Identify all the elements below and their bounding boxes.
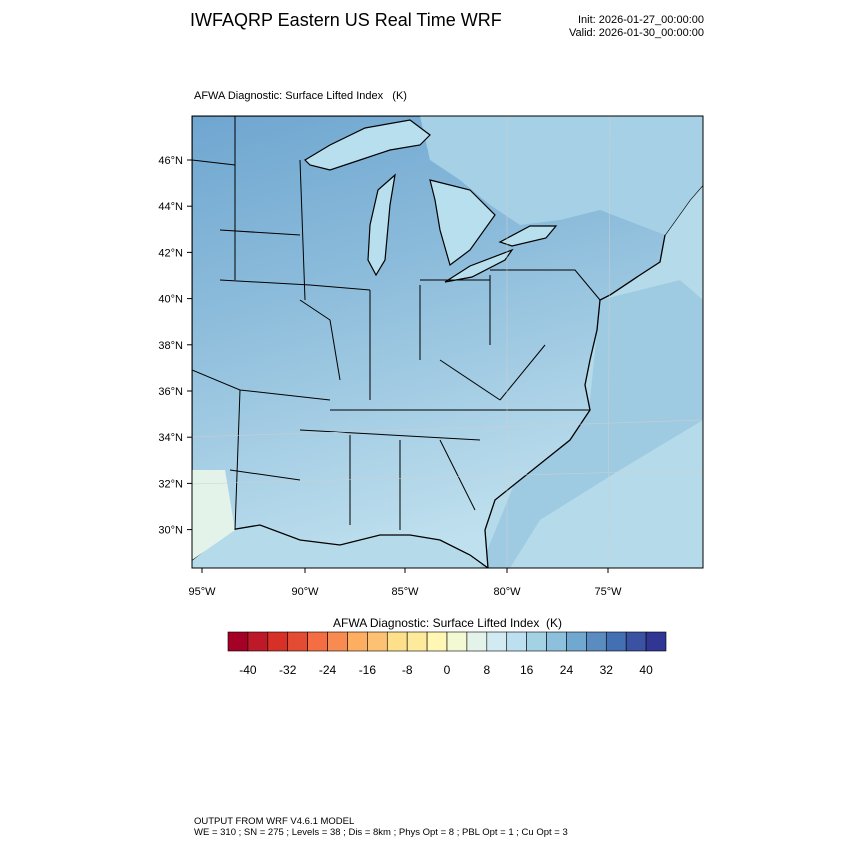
colorbar-label: -16 (359, 663, 377, 677)
lon-tick-label: 95°W (188, 586, 216, 598)
time-info: Init: 2026-01-27_00:00:00 Valid: 2026-01… (569, 14, 704, 40)
model-info: OUTPUT FROM WRF V4.6.1 MODEL WE = 310 ; … (194, 816, 568, 838)
colorbar-label: -24 (319, 663, 337, 677)
lat-tick-label: 46°N (158, 155, 183, 167)
colorbar-label: 24 (560, 663, 574, 677)
colorbar-swatch (446, 631, 468, 652)
colorbar-label: 32 (600, 663, 614, 677)
colorbar-label: -8 (402, 663, 413, 677)
lat-tick-label: 36°N (158, 386, 183, 398)
colorbar-swatch (586, 631, 607, 652)
lat-tick-label: 42°N (158, 247, 183, 259)
colorbar: -40 -32 -24 -16 -8 0 8 16 24 32 40 (227, 631, 667, 677)
lake-erie (444, 248, 514, 283)
lake-huron (429, 179, 496, 267)
field-label: AFWA Diagnostic: Surface Lifted Index (K… (194, 90, 407, 102)
colorbar-swatch (227, 631, 249, 652)
colorbar-swatch (367, 631, 388, 652)
colorbar-swatch (426, 631, 448, 652)
lon-tick-label: 90°W (291, 586, 319, 598)
lake-ontario (498, 225, 558, 247)
longitude-ticks: 95°W 90°W 85°W 80°W 75°W (188, 568, 622, 598)
model-config: WE = 310 ; SN = 275 ; Levels = 38 ; Dis … (194, 827, 568, 838)
colorbar-swatch (625, 631, 647, 652)
colorbar-swatch (506, 631, 527, 652)
colorbar-swatch (267, 631, 289, 652)
colorbar-label: 8 (483, 663, 490, 677)
lat-tick-label: 44°N (158, 201, 183, 213)
lat-tick-label: 40°N (158, 294, 183, 306)
valid-time: Valid: 2026-01-30_00:00:00 (569, 27, 704, 39)
colorbar-swatch (546, 631, 567, 652)
colorbar-label: 0 (444, 663, 451, 677)
model-version: OUTPUT FROM WRF V4.6.1 MODEL (194, 816, 355, 827)
colorbar-swatch (605, 631, 627, 652)
colorbar-label: 40 (639, 663, 653, 677)
lat-tick-label: 32°N (158, 478, 183, 490)
colorbar-swatch (566, 631, 587, 652)
colorbar-title: AFWA Diagnostic: Surface Lifted Index (K… (333, 616, 562, 630)
map-frame (191, 115, 704, 569)
colorbar-label: 16 (520, 663, 534, 677)
colorbar-swatch (466, 631, 488, 652)
lon-tick-label: 80°W (493, 586, 521, 598)
init-time: Init: 2026-01-27_00:00:00 (578, 14, 704, 26)
colorbar-swatch (247, 631, 269, 652)
colorbar-swatch (486, 631, 508, 652)
colorbar-label: -32 (279, 663, 297, 677)
ocean-band (480, 280, 703, 568)
lake-michigan (367, 173, 396, 277)
plot-title: IWFAQRP Eastern US Real Time WRF (190, 10, 502, 30)
state-borders (192, 116, 601, 531)
colorbar-label: -40 (239, 663, 257, 677)
graticule (192, 116, 703, 568)
colorbar-swatch (347, 631, 368, 652)
colorbar-swatch (386, 631, 408, 652)
lon-tick-label: 85°W (391, 586, 419, 598)
land (192, 116, 703, 568)
lat-tick-label: 34°N (158, 432, 183, 444)
latitude-ticks: 46°N 44°N 42°N 40°N 38°N 36°N 34°N 32°N 30°N (158, 155, 192, 537)
southwest-warm-region (192, 470, 235, 560)
canada-region (420, 116, 703, 235)
colorbar-swatch (307, 631, 328, 652)
colorbar-swatch (526, 631, 547, 652)
lat-tick-label: 38°N (158, 340, 183, 352)
colorbar-swatch (406, 631, 428, 652)
colorbar-swatch (287, 631, 308, 652)
great-lakes (304, 119, 558, 283)
colorbar-swatch (645, 631, 667, 652)
colorbar-swatch (327, 631, 348, 652)
lake-superior (304, 119, 431, 171)
lat-tick-label: 30°N (158, 525, 183, 537)
lon-tick-label: 75°W (594, 586, 622, 598)
